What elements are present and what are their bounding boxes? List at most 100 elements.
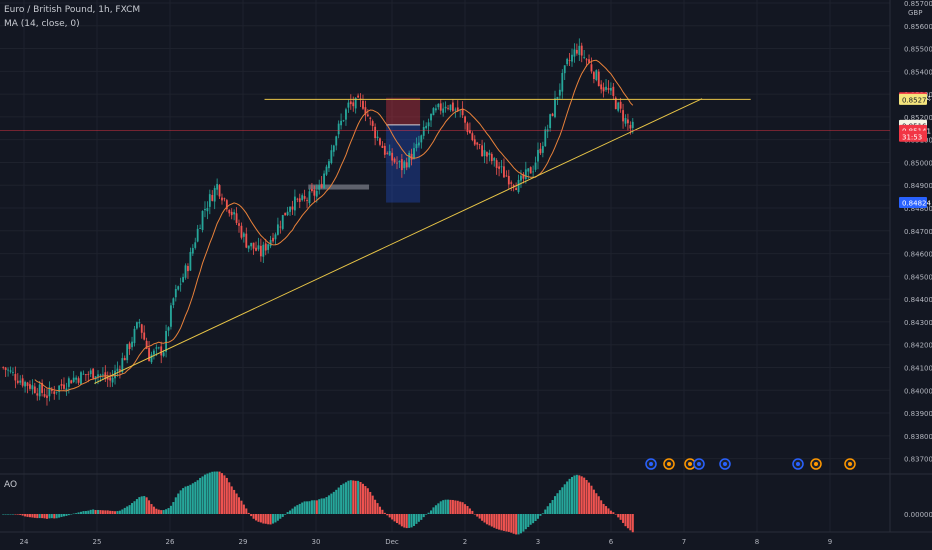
trend-drawings[interactable] [0, 98, 890, 384]
ao-bar [19, 514, 22, 515]
support-box[interactable] [308, 184, 370, 190]
ao-bar [38, 514, 41, 519]
ao-indicator-label[interactable]: AO [4, 480, 18, 490]
ao-bar [376, 503, 379, 514]
candle-body [539, 148, 542, 154]
price-tick-label: 0.84000 [904, 387, 932, 395]
ao-bar [551, 500, 554, 514]
ao-bar [60, 514, 63, 517]
grid [0, 0, 932, 533]
candle-body [87, 373, 90, 375]
ao-bar [315, 500, 318, 514]
candle-body [551, 113, 554, 116]
ao-bar [169, 505, 172, 514]
ao-bar [478, 514, 481, 519]
ao-bar [403, 514, 406, 528]
ao-bar [284, 514, 287, 515]
ao-bar [442, 500, 445, 514]
ao-bar [31, 514, 34, 518]
ao-bar [481, 514, 484, 521]
ao-bar [306, 501, 309, 514]
ao-bar [250, 514, 253, 517]
candle-body [408, 152, 411, 168]
candle-body [36, 393, 39, 396]
ao-bar [162, 510, 165, 514]
ao-bar [194, 481, 197, 514]
ao-bar [267, 514, 270, 525]
candle-body [31, 385, 34, 390]
event-dot-icon [814, 462, 818, 466]
ao-bar [155, 508, 158, 514]
ao-bar [568, 478, 571, 514]
price-tag[interactable] [899, 197, 927, 209]
ao-bar [318, 499, 321, 514]
candle-body [430, 113, 432, 121]
ao-bar [242, 504, 245, 514]
candle-body [410, 153, 413, 160]
candle-body [379, 138, 381, 145]
candle-body [84, 374, 87, 376]
candle-body [461, 108, 464, 116]
candle-body [306, 199, 308, 201]
ao-bar [97, 509, 100, 514]
candle-body [592, 72, 595, 80]
ao-bar [14, 514, 17, 515]
ao-bar [230, 486, 233, 514]
candle-body [473, 139, 476, 145]
ao-bar [432, 507, 435, 514]
ma-indicator-label[interactable]: MA (14, close, 0) [4, 19, 80, 29]
ao-bar [213, 471, 216, 514]
ao-bar [483, 514, 486, 523]
ao-bar [612, 512, 615, 514]
candle-body [580, 45, 583, 56]
candle-body [456, 107, 459, 112]
symbol-title[interactable]: Euro / British Pound, 1h, FXCM [4, 5, 141, 15]
ao-bar [422, 514, 425, 518]
candle-body [490, 154, 493, 162]
ao-bar [563, 484, 566, 514]
ao-bar [605, 506, 608, 514]
ao-bar [179, 490, 182, 514]
candle-body [512, 185, 515, 188]
candle-body [602, 87, 605, 92]
ao-bar [468, 508, 471, 514]
drawing-layer[interactable] [308, 97, 421, 203]
ao-bar [157, 509, 160, 514]
ao-bar [308, 501, 311, 514]
stop-loss-zone[interactable] [386, 97, 421, 125]
ao-bar [9, 514, 12, 515]
ao-bar [408, 514, 411, 528]
candle-body [466, 123, 469, 133]
price-tag[interactable] [899, 93, 927, 105]
candle-body [272, 237, 274, 242]
ao-bar [152, 506, 155, 514]
candle-body [532, 171, 535, 173]
candle-body [481, 145, 483, 157]
ao-bar [138, 497, 141, 514]
candle-body [308, 191, 311, 204]
ao-bar [126, 506, 129, 514]
ao-bar [109, 510, 112, 514]
candle-body [155, 347, 158, 349]
price-tick-label: 0.84900 [904, 182, 932, 190]
ao-bar [378, 506, 381, 514]
event-icons[interactable] [645, 458, 856, 470]
candle-body [172, 298, 175, 306]
candle-body [58, 385, 61, 392]
ascending-trendline[interactable] [94, 98, 703, 384]
candle-body [196, 228, 199, 242]
price-tag[interactable] [899, 130, 927, 142]
axes[interactable]: 0.857000.856000.855000.854000.853000.852… [20, 0, 932, 546]
candle-body [170, 305, 172, 327]
ao-bar [444, 499, 447, 514]
ao-bar [58, 514, 61, 518]
candle-body [311, 189, 313, 192]
ao-bar [524, 514, 527, 530]
candle-body [413, 148, 415, 159]
ao-bar [223, 475, 226, 514]
candle-body [133, 328, 136, 344]
candle-body [48, 387, 51, 397]
take-profit-zone[interactable] [386, 124, 421, 203]
candle-body [97, 374, 99, 377]
